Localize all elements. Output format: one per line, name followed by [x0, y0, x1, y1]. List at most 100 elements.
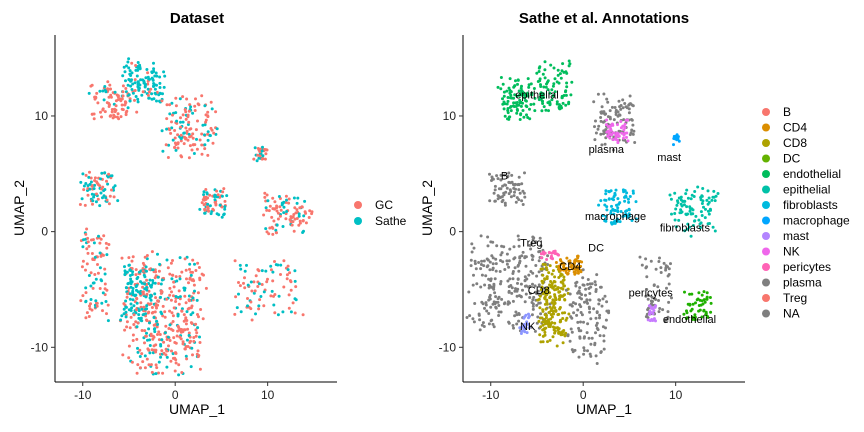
legend-key-macrophage — [762, 216, 770, 225]
data-point — [611, 131, 615, 135]
x-tick-label: -10 — [74, 388, 92, 402]
data-point — [554, 296, 557, 300]
data-point — [559, 294, 563, 298]
data-point — [582, 346, 586, 350]
data-point — [252, 157, 256, 161]
data-point — [146, 347, 150, 351]
data-point — [713, 199, 717, 203]
data-point — [157, 269, 161, 273]
data-point — [203, 211, 207, 215]
data-point — [279, 263, 283, 267]
data-point — [105, 246, 109, 250]
data-point — [296, 196, 300, 200]
data-point — [500, 200, 504, 204]
annotation-x-label: UMAP_1 — [576, 401, 632, 417]
data-point — [173, 141, 177, 145]
data-point — [615, 131, 619, 135]
data-point — [513, 93, 517, 97]
data-point — [537, 259, 541, 263]
data-point — [161, 371, 165, 375]
data-point — [685, 309, 688, 313]
data-point — [536, 289, 540, 293]
data-point — [106, 303, 110, 307]
data-point — [114, 104, 118, 108]
data-point — [202, 195, 206, 199]
data-point — [192, 339, 196, 343]
annotation-panel-title: Sathe et al. Annotations — [519, 10, 689, 27]
data-point — [588, 292, 592, 295]
data-point — [209, 100, 213, 104]
data-point — [188, 276, 192, 280]
data-point — [593, 343, 597, 347]
data-point — [150, 306, 154, 309]
data-point — [627, 208, 631, 212]
data-point — [562, 263, 566, 267]
data-point — [561, 287, 565, 291]
data-point — [499, 76, 503, 79]
data-point — [173, 129, 177, 132]
data-point — [84, 268, 87, 272]
data-point — [200, 143, 204, 147]
data-point — [129, 302, 133, 306]
data-point — [171, 314, 175, 318]
data-point — [608, 136, 612, 140]
data-point — [523, 96, 527, 100]
data-point — [630, 118, 634, 122]
legend-label-gc: GC — [375, 198, 393, 212]
data-point — [706, 202, 710, 206]
data-point — [547, 310, 551, 314]
data-point — [534, 264, 538, 267]
data-point — [631, 132, 635, 136]
data-point — [101, 309, 104, 313]
data-point — [282, 285, 286, 289]
data-point — [140, 319, 144, 323]
data-point — [541, 340, 545, 344]
data-point — [529, 103, 533, 106]
data-point — [517, 319, 521, 323]
data-point — [654, 298, 658, 301]
data-point — [147, 96, 151, 100]
data-point — [87, 175, 91, 179]
data-point — [592, 100, 596, 104]
data-point — [518, 118, 522, 121]
data-point — [192, 283, 196, 287]
data-point — [535, 71, 539, 75]
data-point — [571, 301, 575, 305]
data-point — [121, 90, 125, 94]
data-point — [550, 301, 554, 305]
data-point — [151, 310, 155, 314]
data-point — [549, 280, 553, 283]
data-point — [174, 96, 178, 100]
data-point — [94, 200, 98, 204]
y-tick-label: 0 — [41, 225, 48, 239]
data-point — [550, 315, 554, 319]
data-point — [90, 192, 94, 196]
data-point — [700, 293, 704, 297]
data-point — [116, 94, 120, 98]
data-point — [645, 312, 649, 316]
data-point — [203, 104, 207, 108]
data-point — [510, 96, 514, 100]
data-point — [185, 129, 189, 133]
data-point — [569, 327, 573, 331]
data-point — [185, 255, 189, 259]
data-point — [165, 258, 169, 262]
data-point — [675, 138, 679, 142]
data-point — [491, 177, 494, 181]
data-point — [215, 189, 219, 193]
data-point — [693, 190, 697, 193]
data-point — [114, 99, 118, 103]
data-point — [153, 83, 157, 87]
data-point — [166, 335, 170, 339]
data-point — [87, 91, 91, 95]
data-point — [564, 103, 568, 107]
data-point — [191, 353, 194, 357]
data-point — [96, 101, 100, 105]
data-point — [609, 221, 613, 225]
data-point — [527, 312, 530, 316]
data-point — [86, 240, 90, 244]
data-point — [165, 297, 169, 301]
data-point — [84, 173, 88, 177]
data-point — [539, 85, 543, 88]
data-point — [539, 252, 543, 256]
